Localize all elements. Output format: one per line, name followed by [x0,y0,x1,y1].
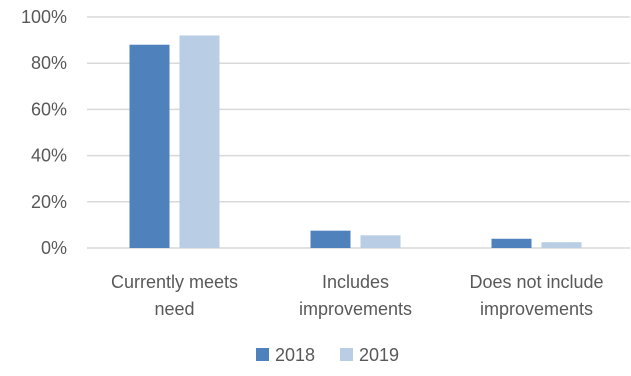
y-axis: 0% 20% 40% 60% 80% 100% [21,7,67,258]
x-category-label: Currently meets [111,272,238,292]
legend: 2018 2019 [256,345,399,365]
x-category-label: need [154,299,194,319]
bar-2019-cat2 [541,242,582,248]
y-tick-label: 60% [31,99,67,119]
legend-label-2019: 2019 [359,345,399,365]
bar-2018-cat0 [129,44,170,248]
y-tick-label: 20% [31,192,67,212]
bar-2018-cat2 [491,238,532,248]
legend-swatch-2018 [256,348,269,361]
legend-label-2018: 2018 [275,345,315,365]
x-category-label: improvements [299,299,412,319]
x-axis: Currently meets need Includes improvements D… [111,272,604,319]
x-category-label: improvements [480,299,593,319]
bar-2019-cat1 [360,235,401,248]
bar-2018-cat1 [310,230,351,248]
y-tick-label: 0% [41,238,67,258]
y-tick-label: 40% [31,146,67,166]
y-tick-label: 80% [31,53,67,73]
x-category-label: Does not include [469,272,603,292]
y-tick-label: 100% [21,7,67,27]
gridlines [87,16,630,249]
bar-2019-cat0 [179,35,220,249]
bars [129,35,582,249]
x-category-label: Includes [322,272,389,292]
legend-swatch-2019 [340,348,353,361]
